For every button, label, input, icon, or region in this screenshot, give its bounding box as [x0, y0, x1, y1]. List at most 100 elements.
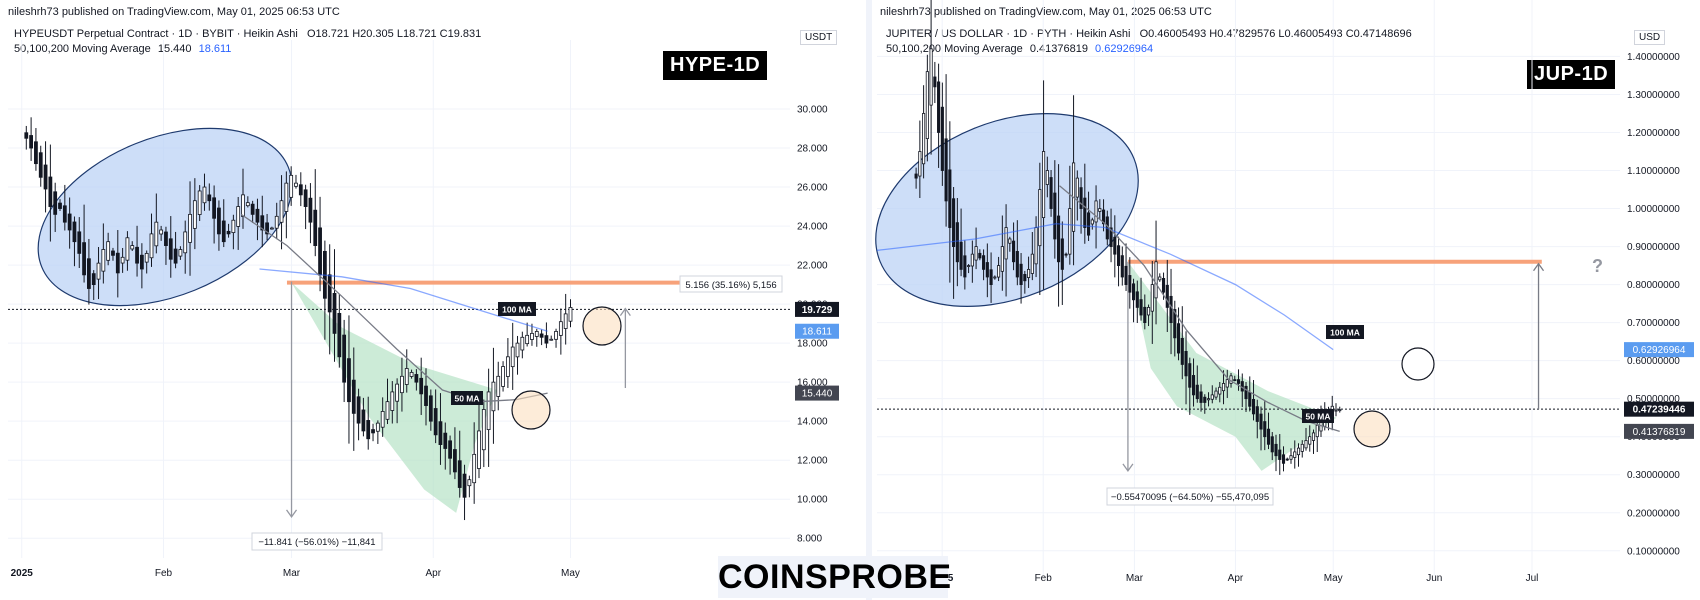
candle-body — [149, 233, 154, 259]
y-tick-label: 8.000 — [797, 534, 822, 545]
candle-body — [159, 229, 164, 235]
candle-body — [1098, 208, 1102, 212]
candle-body — [197, 190, 202, 215]
candle-body — [144, 252, 149, 263]
candle-body — [62, 205, 67, 223]
candle-body — [1184, 351, 1188, 377]
time-axis[interactable]: 2025FebMarAprMayJunJul — [931, 573, 1538, 584]
candle-body — [361, 409, 366, 432]
price-badge-current: 19.729 — [795, 301, 839, 317]
candle-body — [955, 222, 959, 263]
candle-body — [1244, 385, 1248, 400]
symbol-header: JUPITER / US DOLLAR · 1D · PYTH · Heikin… — [886, 28, 1412, 40]
symbol-header: HYPEUSDT Perpetual Contract · 1D · BYBIT… — [14, 28, 481, 40]
candle-body — [544, 335, 549, 344]
candle-body — [1274, 443, 1278, 457]
candle-body — [202, 186, 207, 204]
candle-body — [1113, 236, 1117, 255]
candle-body — [963, 255, 967, 278]
y-tick-label: 0.70000000 — [1627, 318, 1680, 329]
candle-body — [1255, 406, 1259, 422]
candle-body — [87, 258, 91, 289]
candle-body — [207, 194, 212, 202]
candle-body — [1210, 394, 1214, 400]
x-tick-label: Mar — [283, 568, 301, 579]
candle-body — [1049, 177, 1053, 209]
candle-body — [925, 71, 929, 140]
target-circle — [1401, 347, 1435, 381]
candle-body — [298, 184, 303, 196]
candle-body — [1143, 306, 1147, 324]
ma100-tag-text: 100 MA — [502, 305, 532, 315]
hype-price-chart[interactable]: 100 MA 50 MA 5.156 (35.16%) 5,156 −11.84… — [0, 0, 866, 600]
candle-body — [1315, 424, 1319, 438]
candle-body — [192, 200, 197, 229]
candle-body — [48, 176, 53, 207]
candle-body — [265, 222, 269, 235]
candle-body — [24, 132, 29, 139]
chart-title-label: JUP-1D — [1527, 60, 1616, 89]
candle-body — [332, 292, 337, 334]
candle-body — [1203, 396, 1207, 403]
price-axis[interactable]: 1.40000000 1.30000000 1.20000000 1.10000000… — [1627, 52, 1680, 557]
grid — [8, 40, 790, 558]
measure-down-text: −0.55470095 (−64.50%) −55,470,095 — [1111, 492, 1269, 503]
candle-body — [1270, 436, 1274, 453]
jup-price-chart[interactable]: ? 100 MA 50 MA −0.55470095 (−64.50%) −55… — [872, 0, 1700, 600]
ma-legend-label: 50,100,200 Moving Average — [886, 43, 1023, 55]
candle-body — [568, 307, 573, 322]
candle-body — [337, 312, 342, 358]
candle-body — [1173, 309, 1177, 339]
candle-body — [1094, 200, 1098, 223]
candle-body — [1176, 323, 1181, 354]
jup-chart-panel: nileshrh73 published on TradingView.com,… — [872, 0, 1700, 600]
candle-body — [443, 432, 448, 449]
candle-body — [371, 429, 375, 434]
y-tick-label: 1.30000000 — [1627, 90, 1680, 101]
candle-body — [1068, 208, 1072, 255]
y-tick-label: 10.000 — [797, 495, 828, 506]
candle-body — [313, 209, 318, 246]
candle-body — [481, 409, 486, 451]
time-axis[interactable]: 2025 Feb Mar Apr May — [11, 568, 580, 579]
candle-body — [1124, 265, 1128, 285]
ma100-line — [259, 268, 548, 332]
x-tick-label: 2025 — [11, 568, 34, 579]
candle-body — [1015, 251, 1019, 278]
currency-badge[interactable]: USD — [1634, 30, 1666, 45]
price-badge-current-text: 19.729 — [802, 305, 833, 316]
candle-body — [1259, 413, 1263, 430]
candle-body — [1000, 246, 1004, 272]
candle-body — [419, 377, 424, 395]
question-mark: ? — [1592, 256, 1603, 276]
ma50-tag: 50 MA — [451, 391, 483, 405]
candle-body — [414, 374, 419, 383]
candle-body — [250, 203, 255, 215]
y-tick-label: 0.90000000 — [1627, 242, 1680, 253]
y-tick-label: 0.80000000 — [1627, 280, 1680, 291]
candle-body — [395, 383, 400, 402]
currency-badge[interactable]: USDT — [800, 30, 838, 45]
candles — [914, 0, 1342, 475]
candle-body — [1308, 436, 1312, 445]
candle-body — [952, 198, 956, 247]
candle-body — [1023, 274, 1027, 282]
candle-body — [347, 358, 351, 403]
candle-body — [1191, 375, 1196, 396]
candle-body — [989, 269, 993, 285]
arrow-head — [619, 307, 631, 317]
candle-body — [217, 207, 221, 235]
candle-body — [72, 221, 77, 243]
candle-body — [294, 182, 298, 187]
candle-body — [308, 197, 313, 223]
ma50-legend-value: 15.440 — [157, 43, 192, 55]
candle-body — [1053, 192, 1057, 240]
candle-body — [221, 220, 226, 243]
candle-body — [1045, 170, 1049, 185]
candle-body — [1135, 291, 1139, 308]
price-badge-ma100: 0.62926964 — [1624, 342, 1694, 358]
candle-body — [178, 249, 183, 257]
candle-body — [1116, 245, 1121, 266]
ma50-tag-text: 50 MA — [1305, 412, 1330, 422]
candle-body — [477, 430, 481, 469]
